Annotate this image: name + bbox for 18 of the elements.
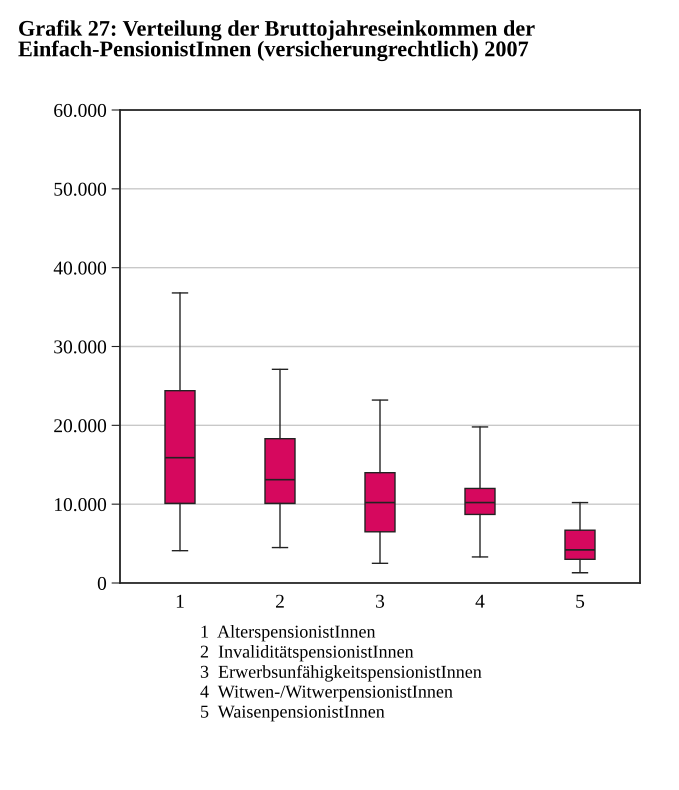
- y-tick-label: 10.000: [55, 498, 106, 512]
- y-tick-label: 20.000: [54, 419, 106, 432]
- x-tick-label: 5: [576, 594, 584, 608]
- text: 4 Witwen-/WitwerpensionistInnen: [200, 686, 453, 702]
- x-tick-label: 2: [276, 594, 284, 608]
- text: 2 InvaliditätspensionistInnen: [200, 645, 414, 662]
- y-tick-label: 40.000: [54, 261, 106, 275]
- text: 3 ErwerbsunfähigkeitspensionistInnen: [200, 665, 482, 682]
- y-tick-label: 30.000: [54, 340, 106, 354]
- x-tick-label: 4: [476, 594, 485, 608]
- y-tick-label: 60.000: [54, 104, 106, 118]
- y-tick-label: 0: [98, 576, 106, 590]
- x-tick-label: 3: [376, 594, 384, 608]
- text: 5 WaisenpensionistInnen: [201, 706, 384, 722]
- y-tick-label: 50.000: [54, 182, 106, 196]
- chart-title: Grafik 27: Verteilung der Bruttojahreseinkommen der Einfach-PensionistInnen (versicherungrechtlich) 2007: [18, 20, 535, 62]
- x-tick-label: 1: [176, 594, 184, 608]
- text: 1 AlterspensionistInnen: [202, 625, 376, 642]
